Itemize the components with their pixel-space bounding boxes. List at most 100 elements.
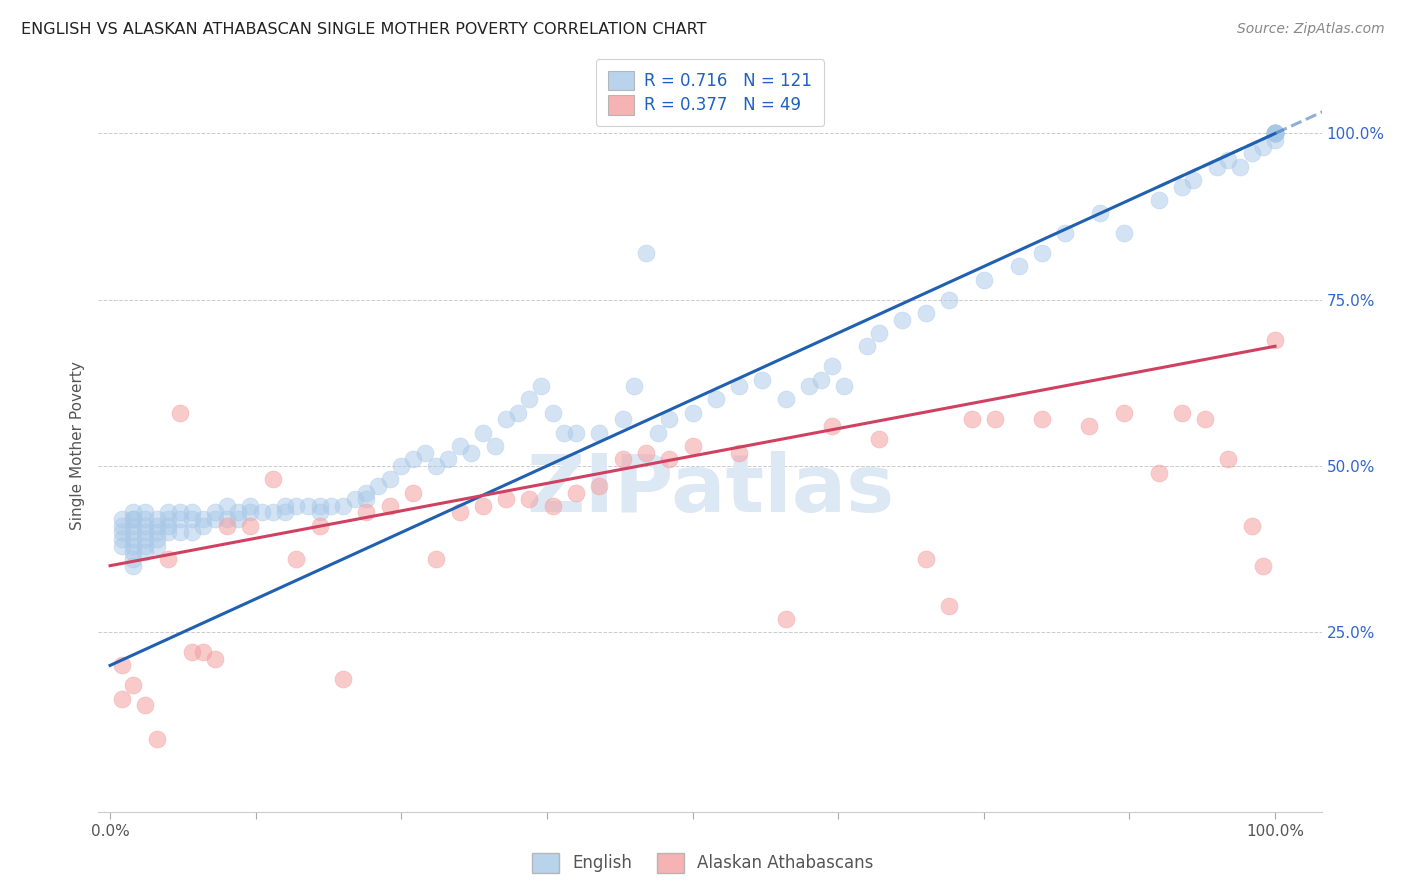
Point <box>122 558 145 573</box>
Point <box>1205 160 1227 174</box>
Point <box>111 539 134 553</box>
Point <box>285 552 308 566</box>
Point <box>134 506 156 520</box>
Point <box>145 525 167 540</box>
Point <box>204 512 226 526</box>
Point <box>226 512 249 526</box>
Point <box>321 499 343 513</box>
Point <box>122 525 145 540</box>
Point <box>856 339 879 353</box>
Point <box>308 499 330 513</box>
Point <box>193 512 215 526</box>
Point <box>332 672 354 686</box>
Point <box>111 691 134 706</box>
Point <box>495 412 517 426</box>
Point <box>519 392 541 407</box>
Point <box>122 678 145 692</box>
Point <box>308 506 330 520</box>
Point <box>588 425 610 440</box>
Point <box>1264 333 1286 347</box>
Point <box>751 372 773 386</box>
Point <box>891 312 914 326</box>
Point <box>134 532 156 546</box>
Point <box>704 392 727 407</box>
Point <box>1264 133 1286 147</box>
Point <box>343 492 366 507</box>
Point <box>122 545 145 559</box>
Point <box>180 512 202 526</box>
Point <box>938 599 960 613</box>
Point <box>612 412 634 426</box>
Point <box>1218 153 1240 167</box>
Point <box>145 512 167 526</box>
Point <box>134 525 156 540</box>
Point <box>389 458 412 473</box>
Point <box>1147 193 1170 207</box>
Point <box>506 406 529 420</box>
Point <box>658 452 681 467</box>
Point <box>1264 127 1286 141</box>
Point <box>157 512 180 526</box>
Point <box>169 406 191 420</box>
Point <box>1090 206 1112 220</box>
Point <box>402 485 425 500</box>
Point <box>122 552 145 566</box>
Point <box>541 499 564 513</box>
Point <box>169 506 191 520</box>
Point <box>250 506 273 520</box>
Point <box>122 506 145 520</box>
Point <box>623 379 645 393</box>
Point <box>193 518 215 533</box>
Point <box>145 539 167 553</box>
Point <box>634 246 657 260</box>
Point <box>437 452 460 467</box>
Point <box>810 372 832 386</box>
Point <box>262 506 284 520</box>
Point <box>449 439 471 453</box>
Point <box>157 506 180 520</box>
Point <box>821 359 844 374</box>
Point <box>145 518 167 533</box>
Point <box>682 406 704 420</box>
Point <box>682 439 704 453</box>
Point <box>530 379 553 393</box>
Point <box>775 612 797 626</box>
Point <box>588 479 610 493</box>
Point <box>1054 226 1077 240</box>
Point <box>938 293 960 307</box>
Point <box>1218 452 1240 467</box>
Point <box>215 499 238 513</box>
Point <box>868 326 890 340</box>
Point <box>1112 226 1135 240</box>
Point <box>122 532 145 546</box>
Text: ZIPatlas: ZIPatlas <box>526 450 894 529</box>
Point <box>297 499 319 513</box>
Point <box>413 445 436 459</box>
Point <box>1264 127 1286 141</box>
Point <box>658 412 681 426</box>
Point <box>193 645 215 659</box>
Point <box>565 425 588 440</box>
Point <box>728 379 751 393</box>
Point <box>984 412 1007 426</box>
Point <box>973 273 995 287</box>
Point <box>1240 518 1263 533</box>
Point <box>1147 466 1170 480</box>
Point <box>1194 412 1216 426</box>
Point <box>111 525 134 540</box>
Point <box>122 512 145 526</box>
Point <box>308 518 330 533</box>
Point <box>565 485 588 500</box>
Point <box>612 452 634 467</box>
Y-axis label: Single Mother Poverty: Single Mother Poverty <box>70 361 86 531</box>
Point <box>180 645 202 659</box>
Point <box>180 525 202 540</box>
Point <box>134 698 156 713</box>
Point <box>226 506 249 520</box>
Point <box>832 379 855 393</box>
Point <box>378 499 401 513</box>
Point <box>157 552 180 566</box>
Point <box>215 512 238 526</box>
Point <box>180 506 202 520</box>
Point <box>356 492 378 507</box>
